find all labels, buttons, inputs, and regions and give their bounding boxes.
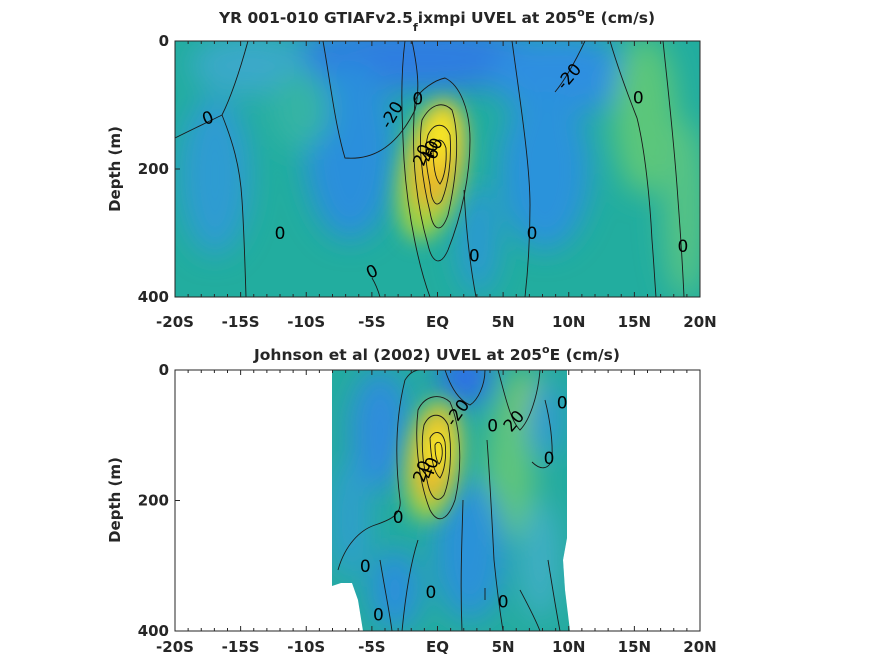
y-ticks-1: 0 200 400 <box>138 32 180 306</box>
x-tick-label: -15S <box>222 313 260 331</box>
contours-2 <box>337 370 561 631</box>
x-tick-label: -20S <box>156 638 194 656</box>
y-tick-label: 0 <box>159 32 169 50</box>
contour-label: 0 <box>426 583 437 603</box>
x-tick-label: 15N <box>618 638 651 656</box>
x-tick-label: -15S <box>222 638 260 656</box>
contour-label: 0 <box>360 557 371 577</box>
y-tick-label: 400 <box>138 622 169 640</box>
y-tick-label: 400 <box>138 288 169 306</box>
contour-label: 0 <box>373 606 384 626</box>
contour-label: 0 <box>527 224 538 244</box>
contour-label: 0 <box>678 237 689 257</box>
x-tick-label: 20N <box>683 313 716 331</box>
contour-label: 0 <box>412 90 423 110</box>
contour-label: 0 <box>275 224 286 244</box>
contour-label: 0 <box>393 508 404 528</box>
y-axis-label-1: Depth (m) <box>106 126 124 212</box>
chart-title-1: YR 001-010 GTIAFv2.5fixmpi UVEL at 205oE… <box>218 6 655 34</box>
x-ticks-2: -20S -15S -10S -5S EQ 5N 10N 15N 20N <box>156 370 717 656</box>
contour-label: 0 <box>633 88 644 108</box>
contour-label: 0 <box>498 593 509 613</box>
x-tick-label: 5N <box>492 313 515 331</box>
x-tick-label: -10S <box>287 313 325 331</box>
chart-title-2: Johnson et al (2002) UVEL at 205oE (cm/s… <box>253 343 620 364</box>
x-tick-label: 10N <box>552 638 585 656</box>
y-tick-label: 200 <box>138 160 169 178</box>
contour-label: 0 <box>544 449 555 469</box>
x-tick-label: -5S <box>358 313 385 331</box>
x-tick-label: -20S <box>156 313 194 331</box>
x-tick-label: 10N <box>552 313 585 331</box>
x-tick-label: EQ <box>426 638 449 656</box>
contour-label: 0 <box>487 416 498 436</box>
x-tick-label: EQ <box>426 313 449 331</box>
x-tick-label: 20N <box>683 638 716 656</box>
x-tick-label: -10S <box>287 638 325 656</box>
contours-1 <box>175 41 685 297</box>
y-axis-label-2: Depth (m) <box>106 457 124 543</box>
contour-label: 0 <box>557 394 568 414</box>
y-tick-label: 0 <box>159 361 169 379</box>
x-tick-label: -5S <box>358 638 385 656</box>
x-tick-label: 15N <box>618 313 651 331</box>
y-tick-label: 200 <box>138 492 169 510</box>
x-tick-label: 5N <box>492 638 515 656</box>
x-ticks-1: -20S -15S -10S -5S EQ 5N 10N 15N 20N <box>156 41 717 331</box>
y-ticks-2: 0 200 400 <box>138 361 180 640</box>
contour-label: 0 <box>469 246 480 266</box>
